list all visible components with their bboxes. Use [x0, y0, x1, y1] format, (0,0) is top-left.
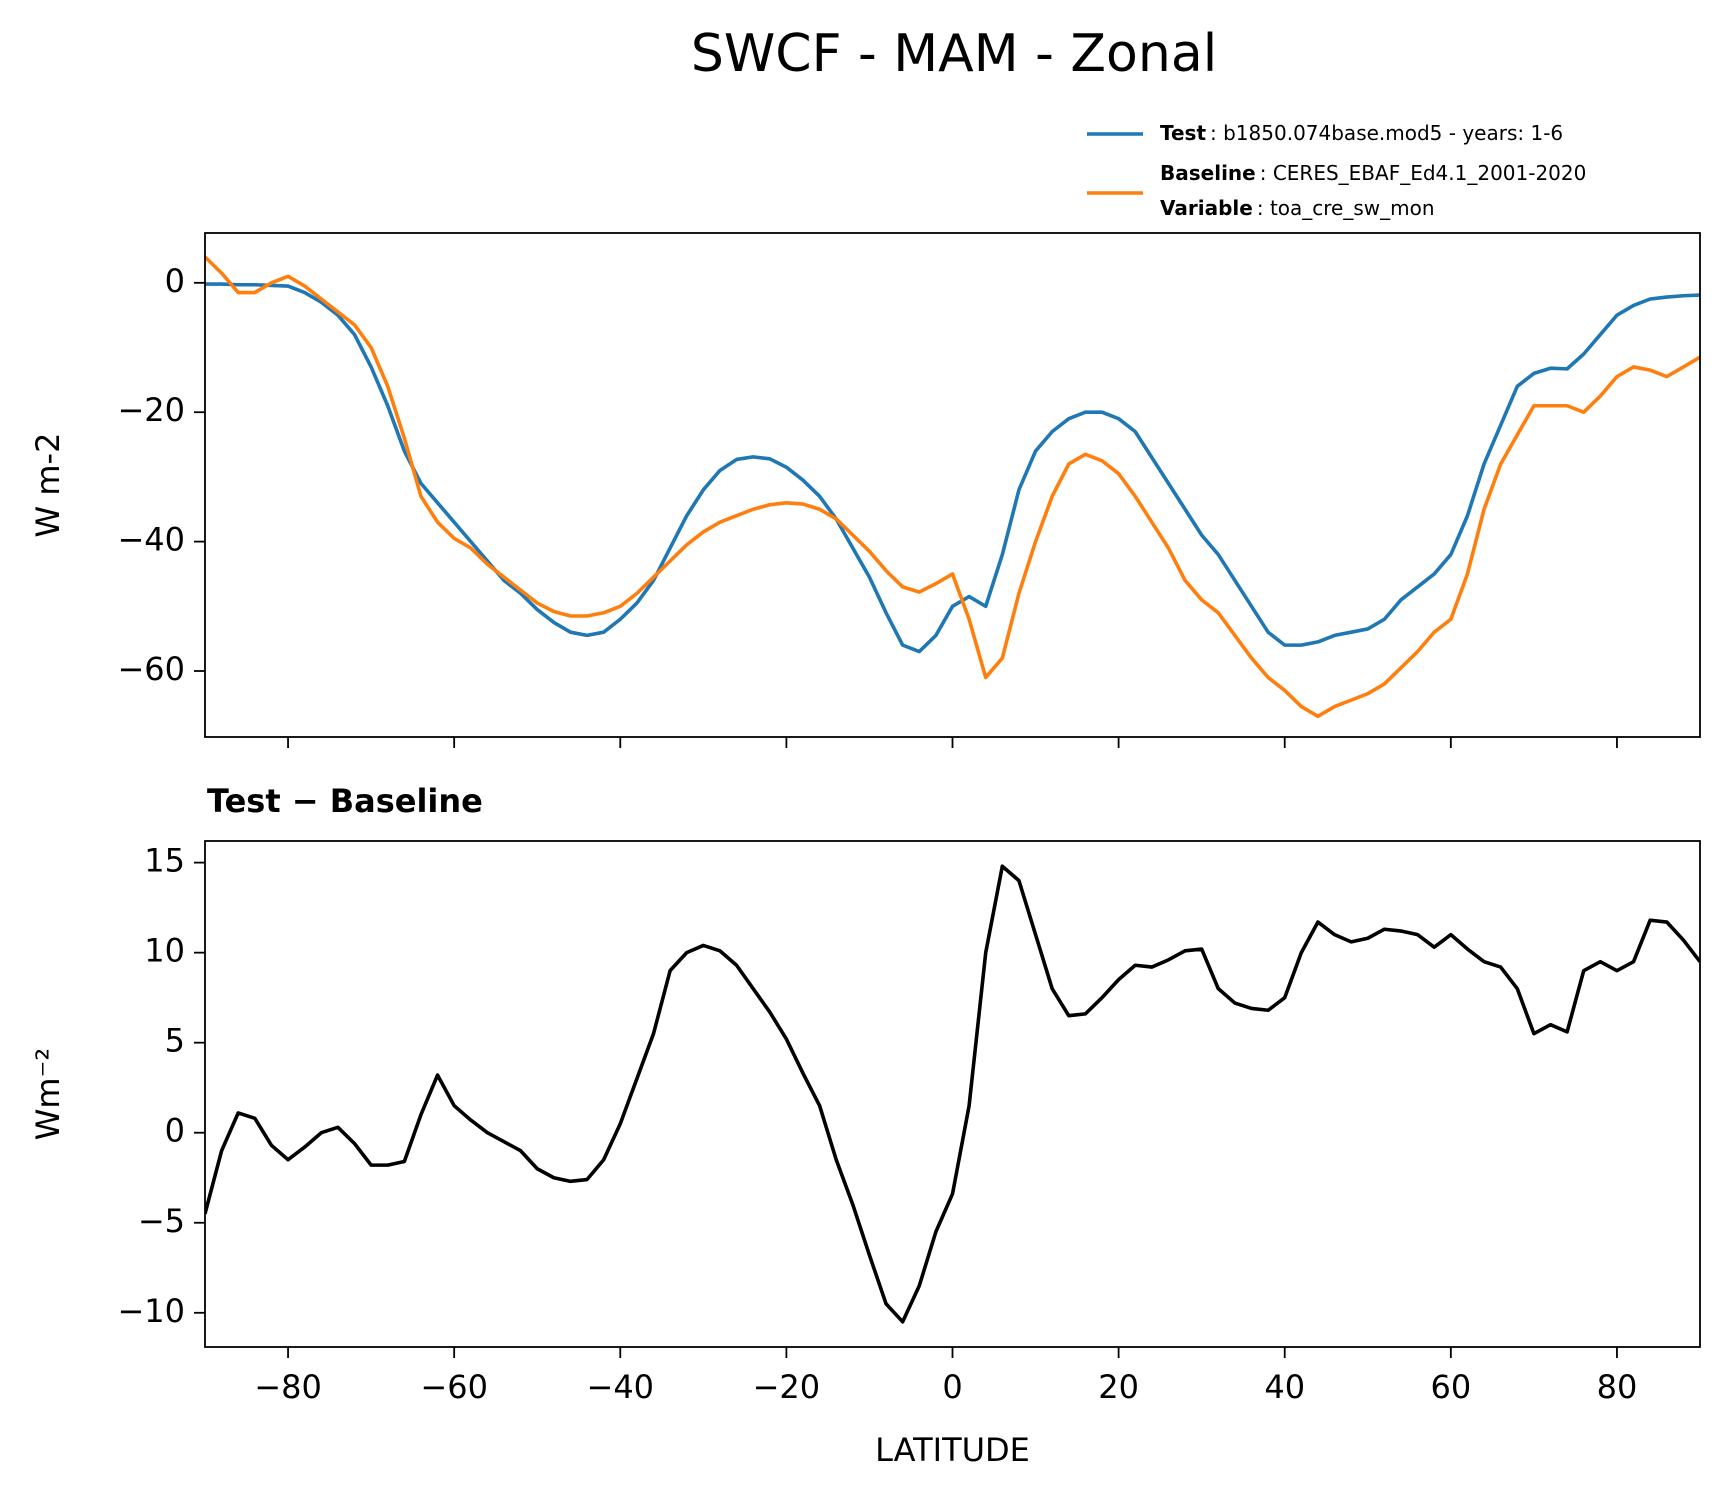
legend-name: Test	[1160, 121, 1206, 145]
y-tick-label: −10	[117, 1292, 185, 1330]
x-tick-label: 60	[1430, 1368, 1471, 1406]
x-tick-label: −80	[254, 1368, 322, 1406]
y-tick-label: 5	[165, 1022, 185, 1060]
y-tick-label: −60	[117, 650, 185, 688]
data-line	[205, 255, 1700, 719]
legend-note-name: Variable	[1160, 196, 1253, 220]
x-tick-label: −60	[420, 1368, 488, 1406]
legend-label: : b1850.074base.mod5 - years: 1-6	[1210, 121, 1563, 145]
figure-title: SWCF - MAM - Zonal	[691, 24, 1217, 84]
y-axis-label: Wm⁻²	[29, 1048, 67, 1141]
y-tick-label: −20	[117, 391, 185, 429]
axes-frame	[204, 840, 1701, 1348]
x-axis-label: LATITUDE	[875, 1431, 1030, 1469]
y-tick-label: 15	[144, 842, 185, 880]
x-tick-label: −20	[753, 1368, 821, 1406]
legend-note: Variable: toa_cre_sw_mon	[1160, 196, 1435, 220]
y-tick-label: −5	[138, 1202, 185, 1240]
y-tick-label: −40	[117, 521, 185, 559]
data-line	[205, 282, 1700, 654]
y-tick-label: 10	[144, 932, 185, 970]
data-line	[205, 864, 1700, 1324]
x-tick-label: 0	[942, 1368, 962, 1406]
x-tick-label: 40	[1264, 1368, 1305, 1406]
legend-name: Baseline	[1160, 161, 1256, 185]
legend-note-label: : toa_cre_sw_mon	[1257, 196, 1435, 220]
axes-frame	[204, 232, 1701, 738]
x-tick-label: −40	[587, 1368, 655, 1406]
x-tick-label: 80	[1597, 1368, 1638, 1406]
legend-entry: Test: b1850.074base.mod5 - years: 1-6	[1160, 121, 1563, 145]
x-tick-label: 20	[1098, 1368, 1139, 1406]
y-axis-label: W m-2	[29, 433, 67, 538]
legend-label: : CERES_EBAF_Ed4.1_2001-2020	[1260, 161, 1587, 185]
y-tick-label: 0	[165, 1112, 185, 1150]
legend-entry: Baseline: CERES_EBAF_Ed4.1_2001-2020	[1160, 161, 1586, 185]
subplot-title: Test − Baseline	[207, 782, 483, 820]
y-tick-label: 0	[165, 262, 185, 300]
